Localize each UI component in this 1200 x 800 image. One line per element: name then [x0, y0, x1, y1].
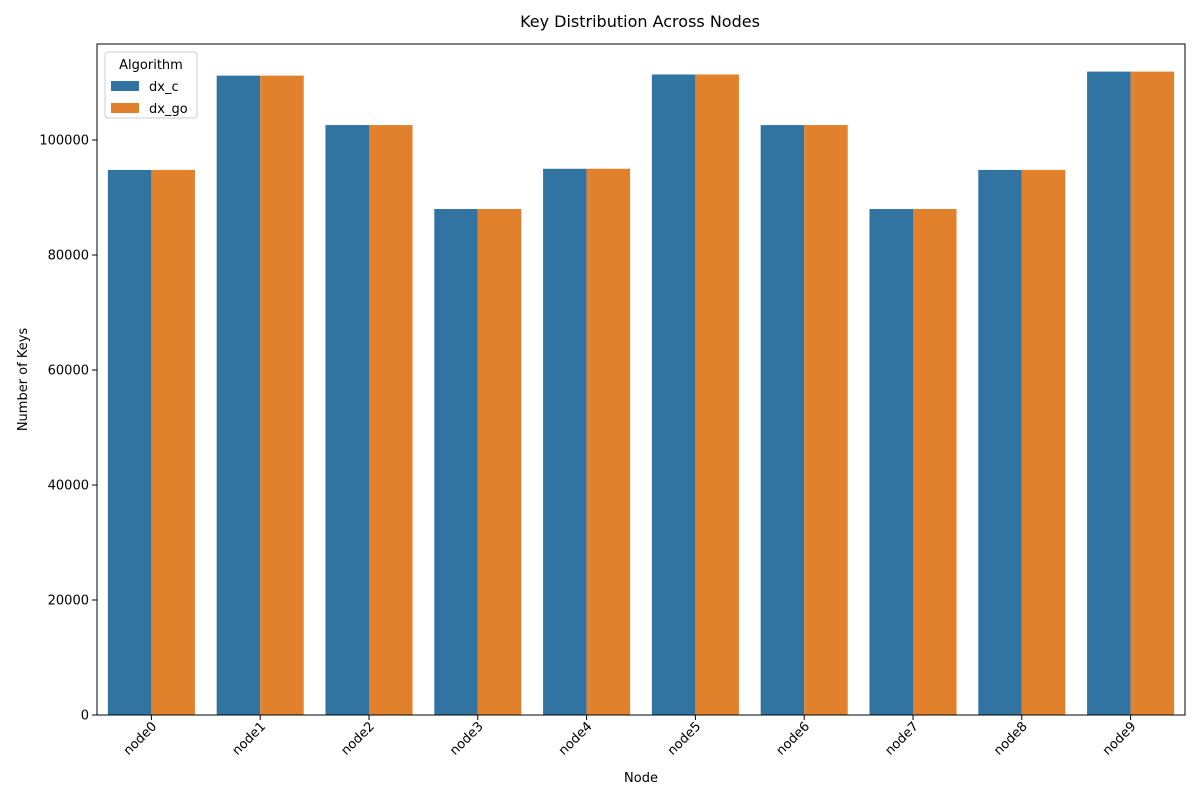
- legend-swatch-dx_go: [111, 103, 139, 113]
- bar-dx_c-node6: [760, 125, 805, 716]
- legend-swatch-dx_c: [111, 81, 139, 91]
- bar-dx_c-node0: [107, 169, 152, 716]
- bar-dx_go-node5: [695, 74, 739, 715]
- chart-title: Key Distribution Across Nodes: [520, 12, 760, 31]
- bar-dx_c-node1: [216, 75, 261, 715]
- y-tick-label: 80000: [48, 249, 89, 264]
- bar-dx_go-node6: [804, 125, 848, 716]
- bar-dx_go-node7: [913, 209, 957, 715]
- legend-label-dx_go: dx_go: [149, 102, 188, 117]
- y-tick-label: 100000: [39, 134, 89, 149]
- bar-dx_go-node0: [151, 169, 195, 716]
- y-tick-label: 60000: [48, 364, 89, 379]
- bar-dx_go-node8: [1021, 169, 1066, 716]
- plot-frame: [96, 43, 1186, 716]
- y-axis: 0 20000 40000 60000 80000 100000: [39, 134, 97, 724]
- bar-dx_go-node3: [477, 209, 522, 715]
- legend-label-dx_c: dx_c: [149, 80, 179, 95]
- bar-dx_c-node4: [543, 168, 587, 715]
- bar-dx_c-node7: [869, 209, 913, 715]
- legend: Algorithm dx_c dx_go: [104, 51, 198, 119]
- y-axis-title: Number of Keys: [16, 328, 31, 432]
- bar-dx_go-node4: [586, 168, 631, 715]
- legend-box: [104, 51, 198, 119]
- legend-title: Algorithm: [119, 58, 183, 73]
- bar-dx_c-node3: [434, 209, 478, 715]
- y-tick-label: 20000: [48, 594, 89, 609]
- y-tick-label: 0: [81, 709, 89, 724]
- y-tick-label: 40000: [48, 479, 89, 494]
- bar-dx_c-node2: [325, 125, 369, 716]
- bar-dx_go-node1: [260, 75, 304, 715]
- bar-dx_c-node5: [651, 74, 696, 715]
- bars-group: [107, 71, 1175, 716]
- bar-dx_c-node8: [978, 169, 1022, 716]
- bar-dx_go-node2: [369, 125, 413, 716]
- x-axis-title: Node: [624, 771, 658, 786]
- bar-dx_go-node9: [1130, 71, 1175, 715]
- bar-dx_c-node9: [1087, 71, 1131, 715]
- legend-items: dx_c dx_go: [111, 80, 188, 117]
